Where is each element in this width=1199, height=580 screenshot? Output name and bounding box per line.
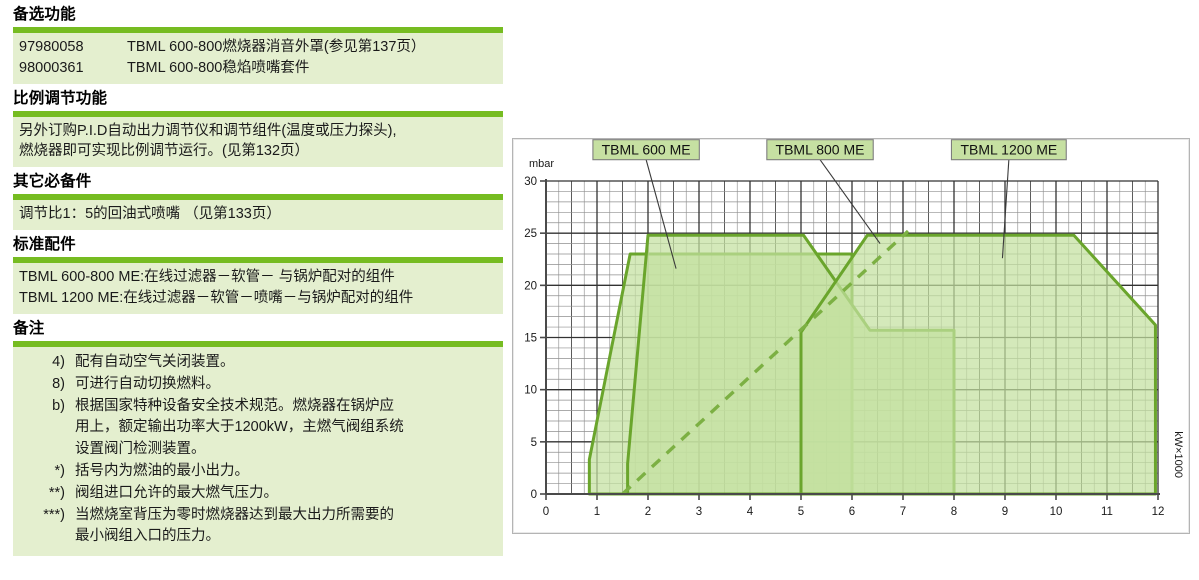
note-text: 可进行自动切换燃料。	[75, 376, 220, 393]
section-body-notes: 4) 配有自动空气关闭装置。 8) 可进行自动切换燃料。 b) 根据国家特种设备…	[13, 346, 503, 557]
x-tick-label: 3	[696, 506, 702, 518]
note-marker: 4)	[52, 353, 65, 370]
body-line: 另外订购P.I.D自动出力调节仪和调节组件(温度或压力探头),	[19, 122, 397, 139]
x-tick-label: 0	[543, 506, 549, 518]
section-other-required-parts: 其它必备件 调节比1：5的回油式喷嘴 （见第133页）	[13, 167, 503, 231]
list-item: ***) 当燃烧室背压为零时燃烧器达到最大出力所需要的 最小阀组入口的压力。	[19, 505, 497, 547]
operating-range-chart-panel: 0 5 10 15 20 25 30 0 1 2 3 4 5 6 7 8 9 10 11 12 TBML 600 ME…	[512, 138, 1190, 534]
x-tick-label: 2	[645, 506, 651, 518]
x-axis-unit-label: kW×1000	[1172, 431, 1184, 478]
list-item: b) 根据国家特种设备安全技术规范。燃烧器在锅炉应 用上，额定输出功率大于120…	[19, 396, 497, 459]
section-title-optional-functions: 备选功能	[13, 6, 76, 23]
x-tick-label: 11	[1101, 506, 1113, 518]
callout-label: TBML 600 ME	[602, 142, 691, 158]
note-marker: 8)	[52, 376, 65, 393]
section-body-standard-accessories: TBML 600-800 ME:在线过滤器－软管－ 与锅炉配对的组件 TBML …	[13, 263, 503, 314]
axes	[540, 179, 1160, 500]
body-line: 调节比1：5的回油式喷嘴 （见第133页）	[19, 206, 281, 223]
section-title-notes: 备注	[13, 319, 45, 337]
y-tick-label: 10	[524, 385, 537, 397]
note-text: 根据国家特种设备安全技术规范。燃烧器在锅炉应 用上，额定输出功率大于1200kW…	[75, 396, 497, 459]
note-marker: b)	[52, 398, 65, 415]
section-title-standard-accessories: 标准配件	[13, 236, 76, 254]
y-tick-label: 15	[524, 333, 537, 345]
list-item: 97980058 TBML 600-800燃烧器消音外罩(参见第137页）	[19, 37, 497, 58]
x-tick-label: 6	[849, 506, 855, 518]
part-number: 98000361	[19, 59, 84, 76]
axis-unit-labels: mbar kW×1000	[529, 158, 1184, 478]
section-body-modulating-function: 另外订购P.I.D自动出力调节仪和调节组件(温度或压力探头), 燃烧器即可实现比…	[13, 116, 503, 168]
callout-box	[592, 139, 700, 161]
list-item: 98000361 TBML 600-800稳焰喷嘴套件	[19, 58, 497, 79]
note-marker: ***)	[43, 507, 65, 524]
x-tick-label: 9	[1002, 506, 1008, 518]
note-text-line: 最小阀组入口的压力。	[75, 528, 220, 545]
callout-box	[766, 139, 874, 161]
x-tick-label: 8	[951, 506, 957, 518]
specification-panel: 备选功能 97980058 TBML 600-800燃烧器消音外罩(参见第137…	[13, 0, 503, 572]
reference-line	[621, 229, 910, 496]
note-marker: **)	[48, 484, 65, 501]
y-tick-label: 20	[524, 280, 537, 292]
part-number: 97980058	[19, 39, 84, 56]
y-tick-label: 5	[531, 437, 537, 449]
section-optional-functions: 备选功能 97980058 TBML 600-800燃烧器消音外罩(参见第137…	[13, 0, 503, 84]
list-item: *) 括号内为燃油的最小出力。	[19, 461, 497, 482]
note-text-line: 根据国家特种设备安全技术规范。燃烧器在锅炉应	[75, 398, 394, 415]
note-text: 配有自动空气关闭装置。	[75, 353, 235, 370]
section-title-other-required-parts: 其它必备件	[13, 173, 92, 191]
section-title-modulating-function: 比例调节功能	[13, 89, 108, 107]
x-tick-label: 7	[900, 506, 906, 518]
section-body-optional-functions: 97980058 TBML 600-800燃烧器消音外罩(参见第137页） 98…	[13, 33, 503, 84]
x-tick-label: 5	[798, 506, 804, 518]
section-body-other-required-parts: 调节比1：5的回油式喷嘴 （见第133页）	[13, 200, 503, 231]
body-line: TBML 600-800 ME:在线过滤器－软管－ 与锅炉配对的组件	[19, 269, 395, 286]
part-description: TBML 600-800稳焰喷嘴套件	[127, 59, 310, 76]
note-text: 当燃烧室背压为零时燃烧器达到最大出力所需要的 最小阀组入口的压力。	[75, 505, 497, 547]
note-text-line: 设置阀门检测装置。	[75, 440, 206, 457]
note-text-line: 当燃烧室背压为零时燃烧器达到最大出力所需要的	[75, 507, 394, 524]
section-rule-bar	[13, 110, 503, 117]
list-item: **) 阀组进口允许的最大燃气压力。	[19, 483, 497, 504]
x-tick-label: 4	[747, 506, 754, 518]
note-text-line: 用上，额定输出功率大于1200kW，主燃气阀组系统	[75, 419, 404, 436]
callout-box	[950, 139, 1067, 161]
list-item: 4) 配有自动空气关闭装置。	[19, 352, 497, 373]
section-standard-accessories: 标准配件 TBML 600-800 ME:在线过滤器－软管－ 与锅炉配对的组件 …	[13, 230, 503, 314]
section-modulating-function: 比例调节功能 另外订购P.I.D自动出力调节仪和调节组件(温度或压力探头), 燃…	[13, 84, 503, 168]
callout-label: TBML 1200 ME	[960, 142, 1057, 158]
note-marker: *)	[54, 462, 65, 479]
callout-label: TBML 800 ME	[776, 142, 865, 158]
x-tick-label: 12	[1152, 506, 1165, 518]
x-tick-label: 1	[594, 506, 600, 518]
note-text: 阀组进口允许的最大燃气压力。	[75, 484, 278, 501]
y-tick-label: 0	[531, 489, 537, 501]
body-line: 燃烧器即可实现比例调节运行。(见第132页）	[19, 143, 310, 160]
section-rule-bar	[13, 257, 503, 264]
note-text: 括号内为燃油的最小出力。	[75, 462, 249, 479]
section-notes: 备注 4) 配有自动空气关闭装置。 8) 可进行自动切换燃料。 b) 根据国家特…	[13, 314, 503, 557]
series-callouts: TBML 600 ME TBML 800 ME TBML 1200 ME	[592, 139, 1067, 269]
operating-range-areas	[587, 233, 1157, 496]
y-tick-label: 25	[524, 228, 537, 240]
operating-range-tbml-1200-me	[799, 233, 1157, 496]
y-axis-unit-label: mbar	[529, 158, 554, 170]
part-description: TBML 600-800燃烧器消音外罩(参见第137页）	[127, 39, 426, 56]
section-rule-bar	[13, 340, 503, 347]
section-rule-bar	[13, 194, 503, 201]
y-tick-label: 30	[524, 176, 537, 188]
body-line: TBML 1200 ME:在线过滤器－软管－喷嘴－与锅炉配对的组件	[19, 289, 414, 306]
list-item: 8) 可进行自动切换燃料。	[19, 374, 497, 395]
section-rule-bar	[13, 27, 503, 34]
x-tick-label: 10	[1050, 506, 1063, 518]
